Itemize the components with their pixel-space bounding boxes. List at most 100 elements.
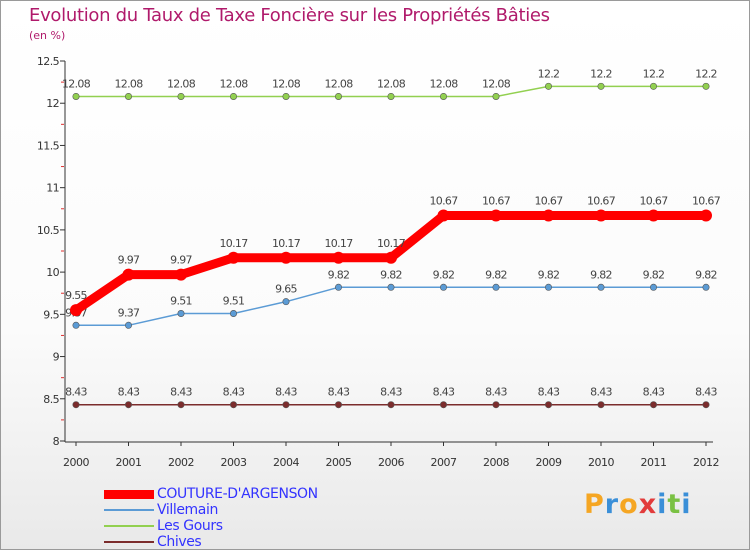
data-point bbox=[492, 401, 500, 409]
data-point bbox=[702, 401, 710, 409]
data-label: 8.43 bbox=[328, 386, 350, 399]
legend-swatch bbox=[104, 541, 154, 543]
data-point bbox=[280, 251, 292, 264]
data-point bbox=[387, 283, 395, 291]
legend-label: Villemain bbox=[157, 502, 218, 518]
data-point bbox=[230, 309, 238, 317]
data-point bbox=[334, 401, 342, 409]
data-point bbox=[595, 209, 607, 222]
data-point bbox=[72, 401, 80, 409]
data-label: 12.08 bbox=[167, 77, 196, 90]
y-tick-label: 11.5 bbox=[37, 139, 60, 152]
logo-letter: x bbox=[638, 489, 658, 520]
data-point bbox=[439, 401, 447, 409]
data-label: 12.08 bbox=[430, 77, 459, 90]
data-point bbox=[702, 283, 710, 291]
data-label: 9.82 bbox=[328, 268, 350, 281]
data-label: 10.67 bbox=[692, 195, 721, 208]
data-point bbox=[544, 283, 552, 291]
data-point bbox=[544, 401, 552, 409]
data-point bbox=[125, 401, 133, 409]
y-tick-label: 8.5 bbox=[43, 393, 59, 406]
data-label: 12.08 bbox=[62, 77, 91, 90]
data-point bbox=[490, 209, 502, 222]
data-label: 12.2 bbox=[538, 67, 560, 80]
data-point bbox=[230, 92, 238, 100]
y-tick-label: 10 bbox=[46, 266, 59, 279]
data-label: 9.82 bbox=[485, 268, 507, 281]
x-tick-label: 2005 bbox=[326, 456, 352, 469]
data-label: 8.43 bbox=[170, 386, 192, 399]
data-point bbox=[492, 283, 500, 291]
data-point bbox=[647, 209, 660, 222]
x-tick-label: 2012 bbox=[693, 456, 719, 469]
data-label: 8.43 bbox=[275, 386, 297, 399]
data-label: 10.67 bbox=[640, 195, 669, 208]
legend-entry: Les Gours bbox=[104, 518, 318, 534]
y-tick-label: 12 bbox=[46, 97, 59, 110]
data-label: 9.82 bbox=[695, 268, 717, 281]
data-label: 9.37 bbox=[118, 306, 140, 319]
data-point bbox=[125, 321, 133, 329]
data-point bbox=[702, 82, 710, 90]
data-label: 10.67 bbox=[587, 195, 616, 208]
data-label: 8.43 bbox=[433, 386, 455, 399]
data-label: 9.82 bbox=[590, 268, 612, 281]
data-label: 8.43 bbox=[380, 386, 402, 399]
data-point bbox=[175, 268, 187, 281]
x-tick-label: 2004 bbox=[273, 456, 299, 469]
x-tick-label: 2007 bbox=[431, 456, 457, 469]
data-point bbox=[332, 251, 345, 264]
data-point bbox=[649, 82, 657, 90]
data-point bbox=[125, 92, 133, 100]
data-point bbox=[649, 401, 657, 409]
data-label: 12.2 bbox=[643, 67, 665, 80]
legend-label: Chives bbox=[157, 534, 202, 550]
data-point bbox=[122, 268, 135, 281]
data-point bbox=[597, 283, 605, 291]
data-label: 12.08 bbox=[115, 77, 144, 90]
y-tick-label: 8 bbox=[53, 435, 60, 448]
data-point bbox=[334, 92, 342, 100]
data-label: 10.67 bbox=[430, 195, 459, 208]
data-label: 10.17 bbox=[325, 237, 354, 250]
logo-letter: i bbox=[681, 489, 692, 520]
data-point bbox=[439, 283, 447, 291]
y-tick-label: 9 bbox=[53, 351, 60, 364]
data-point bbox=[282, 401, 290, 409]
logo-letter: P bbox=[584, 489, 605, 520]
legend-entry: COUTURE-D'ARGENSON bbox=[104, 486, 318, 502]
data-label: 12.2 bbox=[590, 67, 612, 80]
data-point bbox=[70, 304, 82, 317]
data-point bbox=[544, 82, 552, 90]
data-point bbox=[385, 251, 397, 264]
data-label: 10.67 bbox=[535, 195, 564, 208]
data-label: 9.51 bbox=[223, 294, 245, 307]
data-point bbox=[597, 401, 605, 409]
legend-swatch bbox=[104, 525, 154, 527]
data-point bbox=[177, 401, 185, 409]
x-tick-label: 2011 bbox=[641, 456, 667, 469]
legend-swatch bbox=[104, 489, 154, 499]
data-label: 9.82 bbox=[538, 268, 560, 281]
proxiti-logo: Proxiti bbox=[584, 489, 692, 520]
data-label: 8.43 bbox=[223, 386, 245, 399]
logo-letter: i bbox=[657, 489, 668, 520]
data-label: 8.43 bbox=[65, 386, 87, 399]
data-label: 10.17 bbox=[220, 237, 249, 250]
legend-swatch bbox=[104, 509, 154, 511]
x-tick-label: 2003 bbox=[221, 456, 247, 469]
data-point bbox=[439, 92, 447, 100]
data-point bbox=[649, 283, 657, 291]
data-label: 10.67 bbox=[482, 195, 511, 208]
data-point bbox=[597, 82, 605, 90]
data-label: 8.43 bbox=[485, 386, 507, 399]
data-point bbox=[230, 401, 238, 409]
data-label: 10.17 bbox=[272, 237, 301, 250]
logo-letter: t bbox=[667, 489, 682, 520]
chart-subtitle: (en %) bbox=[29, 29, 66, 42]
data-point bbox=[700, 209, 712, 222]
data-point bbox=[387, 92, 395, 100]
